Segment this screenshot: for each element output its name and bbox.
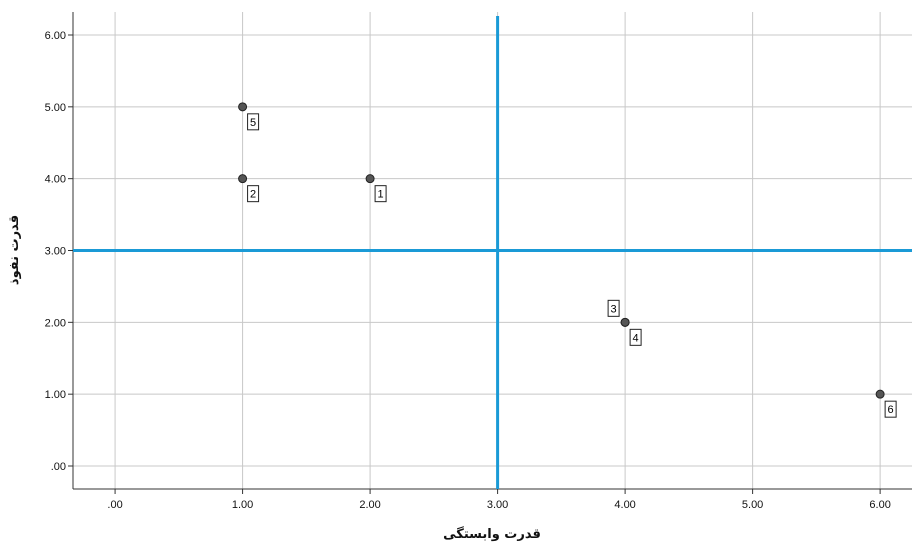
y-tick-label: 4.00 <box>45 174 66 186</box>
point-label: 6 <box>884 400 897 418</box>
y-tick-label: 3.00 <box>45 246 66 258</box>
y-tick-labels: .00 1.00 2.00 3.00 4.00 5.00 6.00 <box>45 30 73 473</box>
point-label-box <box>247 113 260 131</box>
point-label: 5 <box>247 113 260 131</box>
x-tick-label: 6.00 <box>869 499 890 511</box>
data-point <box>875 389 885 399</box>
x-tick-label: 4.00 <box>614 499 635 511</box>
point-label-text: 4 <box>633 332 639 344</box>
data-points: 1 2 3 4 5 6 <box>238 102 897 418</box>
y-tick-label: .00 <box>51 461 66 473</box>
data-point <box>365 174 375 184</box>
point-label-text: 6 <box>888 404 894 416</box>
x-axis-title: قدرت وابستگی <box>443 526 541 542</box>
x-tick-label: .00 <box>107 499 122 511</box>
point-label: 1 <box>374 185 387 203</box>
data-point <box>238 174 248 184</box>
point-label-box <box>247 185 260 203</box>
point-label: 2 <box>247 185 260 203</box>
y-tick-label: 5.00 <box>45 102 66 114</box>
point-label: 3 <box>607 299 620 317</box>
y-axis-title: قدرت نفوذ <box>7 215 22 285</box>
data-point <box>238 102 248 112</box>
point-label-text: 1 <box>378 189 384 201</box>
point-label-box <box>884 400 897 418</box>
reference-lines <box>73 16 912 489</box>
point-label-box <box>629 328 642 346</box>
point-label-box <box>374 185 387 203</box>
point-label-text: 2 <box>250 189 256 201</box>
data-point <box>620 317 630 327</box>
y-tick-label: 2.00 <box>45 317 66 329</box>
x-tick-label: 1.00 <box>232 499 253 511</box>
x-tick-label: 2.00 <box>359 499 380 511</box>
x-tick-labels: .00 1.00 2.00 3.00 4.00 5.00 6.00 <box>107 489 891 511</box>
x-tick-label: 5.00 <box>742 499 763 511</box>
y-tick-label: 6.00 <box>45 30 66 42</box>
point-label-box <box>607 299 620 317</box>
x-tick-label: 3.00 <box>487 499 508 511</box>
y-tick-label: 1.00 <box>45 389 66 401</box>
point-label: 4 <box>629 328 642 346</box>
point-label-text: 5 <box>250 117 256 129</box>
point-label-text: 3 <box>611 303 617 315</box>
